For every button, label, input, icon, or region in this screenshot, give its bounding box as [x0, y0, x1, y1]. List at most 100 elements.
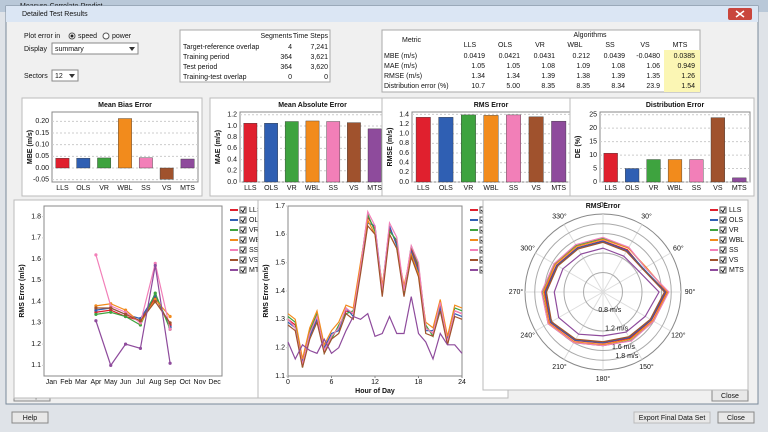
table-cell: 364: [280, 54, 292, 61]
legend-label: LLS: [249, 207, 262, 214]
table-cell: 364: [280, 64, 292, 71]
table-cell: 1.35: [646, 73, 660, 80]
table-cell: RMSE (m/s): [384, 73, 422, 80]
mts-highlight: [664, 50, 700, 92]
r-tick-label: 1.2 m/s: [605, 326, 628, 333]
x-tick-label: VS: [531, 185, 541, 192]
x-tick-label: MTS: [180, 185, 195, 192]
y-axis-label: DE (%): [575, 136, 582, 159]
x-tick-label: LLS: [417, 185, 430, 192]
table-cell: -0.0480: [636, 53, 660, 60]
legend-checkbox[interactable]: [239, 236, 247, 244]
bar: [689, 159, 704, 183]
r-tick-label: 1.6 m/s: [612, 344, 635, 351]
x-tick-label: VS: [349, 185, 359, 192]
y-tick-label: 0.00: [35, 165, 49, 172]
table-cell: 0.0421: [499, 53, 521, 60]
radio-power-label: power: [112, 33, 132, 40]
sectors-select[interactable]: [51, 69, 79, 82]
angle-label: 0°: [600, 201, 607, 209]
display-label: Display: [24, 46, 47, 53]
bar: [118, 118, 132, 169]
check-mark: [720, 257, 726, 263]
check-mark: [720, 247, 726, 253]
y-tick-label: 1.5: [31, 277, 41, 284]
bar: [305, 120, 320, 183]
point: [109, 363, 113, 367]
legend-checkbox[interactable]: [719, 206, 727, 214]
app-close-button[interactable]: [717, 411, 755, 424]
app-export-button[interactable]: [633, 411, 711, 424]
x-tick-label: VR: [649, 185, 659, 192]
series-line: [95, 300, 171, 324]
bar: [438, 117, 454, 183]
y-tick-label: 10: [589, 152, 597, 159]
x-tick-label: Mar: [75, 379, 88, 386]
legend-checkbox[interactable]: [719, 236, 727, 244]
bar: [367, 128, 382, 183]
dropdown-arrow: [69, 74, 75, 78]
series-line: [553, 247, 660, 337]
legend-checkbox[interactable]: [239, 206, 247, 214]
legend-checkbox[interactable]: [239, 256, 247, 264]
legend-checkbox[interactable]: [719, 216, 727, 224]
radio-power[interactable]: [102, 32, 110, 40]
bar: [97, 157, 112, 169]
legend-checkbox[interactable]: [719, 246, 727, 254]
point: [109, 310, 113, 314]
y-tick-label: 0: [593, 179, 597, 186]
bar: [55, 158, 70, 169]
display-select[interactable]: [51, 42, 139, 55]
check-mark: [240, 257, 246, 263]
legend-checkbox[interactable]: [719, 256, 727, 264]
y-tick-label: 0.15: [35, 130, 49, 137]
legend-checkbox[interactable]: [239, 246, 247, 254]
y-tick-label: 1.1: [275, 373, 285, 380]
y-tick-label: 15: [589, 138, 597, 145]
dialog-title-bar: [6, 6, 758, 22]
x-tick-label: OLS: [625, 185, 639, 192]
app-help-button[interactable]: [11, 411, 49, 424]
legend-checkbox[interactable]: [719, 226, 727, 234]
x-tick-label: LLS: [56, 185, 69, 192]
legend-label: MTS: [249, 267, 264, 274]
x-tick-label: 6: [330, 379, 334, 386]
point: [138, 346, 143, 350]
table-cell: Target-reference overlap: [183, 44, 259, 51]
table-cell: 3,621: [310, 54, 328, 61]
table-cell: 1.08: [541, 63, 555, 70]
point: [153, 291, 157, 295]
x-tick-label: May: [104, 379, 118, 386]
legend-checkbox[interactable]: [239, 266, 247, 274]
y-tick-label: 1.7: [275, 203, 285, 210]
series-line: [95, 298, 171, 324]
y-tick-label: 0.10: [35, 142, 49, 149]
legend-checkbox[interactable]: [719, 266, 727, 274]
table-header: Algorithms: [573, 32, 607, 39]
check-mark: [720, 267, 726, 273]
table-cell: 1.05: [506, 63, 520, 70]
app-close-label: Close: [727, 415, 745, 422]
angle-label: 270°: [509, 288, 524, 296]
angle-label: 240°: [520, 331, 535, 339]
point: [168, 361, 172, 365]
check-mark: [720, 217, 726, 223]
dropdown-arrow: [129, 47, 135, 51]
legend-checkbox[interactable]: [239, 216, 247, 224]
bar: [667, 159, 683, 183]
check-mark: [240, 227, 246, 233]
table-header: VR: [535, 42, 545, 49]
y-tick-label: 0.2: [227, 168, 237, 175]
angle-label: 330°: [552, 212, 567, 220]
y-tick-label: 1.4: [399, 111, 409, 118]
x-tick-label: Nov: [194, 379, 207, 386]
display-value: summary: [55, 46, 84, 53]
y-tick-label: 1.1: [31, 362, 41, 369]
sectors-label: Sectors: [24, 73, 48, 80]
y-axis-label: MAE (m/s): [215, 130, 222, 164]
point: [94, 253, 98, 257]
dialog-title: Detailed Test Results: [22, 11, 88, 18]
close-button-label: Close: [721, 393, 739, 400]
legend-checkbox[interactable]: [239, 226, 247, 234]
